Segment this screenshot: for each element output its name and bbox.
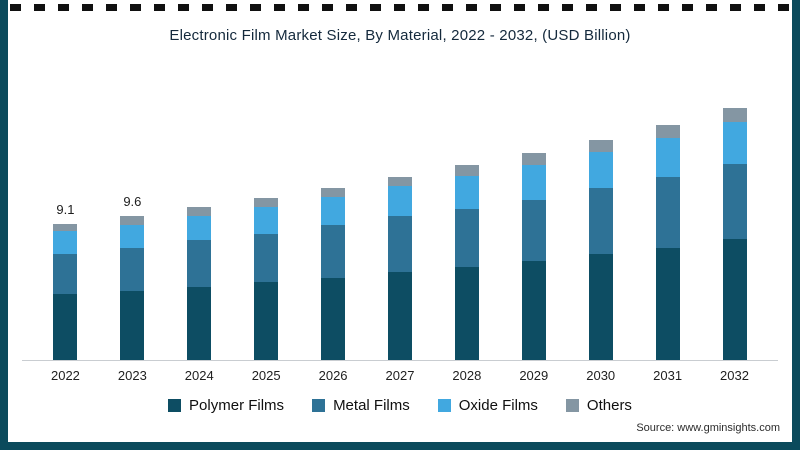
bar-segment-polymer-films [254,282,279,360]
legend-item-oxide-films: Oxide Films [437,397,538,414]
bar-segment-metal-films [454,208,479,267]
x-axis-label: 2025 [251,368,281,383]
bar-segment-metal-films [588,187,613,254]
x-axis-label: 2028 [452,368,482,383]
bar-segment-metal-films [321,225,346,278]
chart-title: Electronic Film Market Size, By Material… [169,27,631,44]
bar-segment-polymer-films [187,286,212,360]
bar-segment-oxide-films [655,138,680,177]
bar-column: 9.6 [99,194,166,360]
dashed-border-top [10,4,790,11]
legend-item-polymer-films: Polymer Films [168,397,284,414]
x-axis-label: 2029 [519,368,549,383]
bar-stack [53,223,78,360]
bar-column [567,118,634,360]
bar-column [433,143,500,360]
bar-segment-polymer-films [321,277,346,360]
legend-label: Others [586,397,632,414]
legend-label: Polymer Films [189,397,285,414]
bar-segment-oxide-films [120,225,145,248]
bar-stack [254,198,279,360]
bar-stack [521,153,546,360]
bar-segment-polymer-films [454,267,479,360]
bar-segment-others [655,124,680,138]
plot-area: 9.1 9.6 [22,52,778,361]
legend: Polymer Films Metal Films Oxide Films Ot… [8,385,792,418]
legend-swatch-polymer-films [168,399,182,412]
bar-segment-oxide-films [321,196,346,225]
bar-segment-others [722,108,747,122]
x-axis-label: 2032 [720,368,749,383]
bar-column [166,185,233,360]
legend-swatch-oxide-films [437,399,451,412]
bar-segment-oxide-films [722,121,747,164]
bar-stack [588,139,613,360]
x-axis-label: 2031 [653,368,683,383]
bar-column [701,86,768,360]
bar-column [300,166,367,360]
bar-segment-others [187,207,212,216]
bar-value-label: 9.1 [56,201,75,217]
bar-segment-metal-films [387,216,412,272]
legend-label: Oxide Films [458,397,538,414]
x-axis-label: 2024 [184,368,214,383]
bar-segment-metal-films [187,240,212,287]
bar-segment-polymer-films [521,261,546,360]
bar-stack [321,187,346,360]
legend-swatch-metal-films [312,399,326,412]
x-axis-label: 2026 [318,368,348,383]
bar-column [233,176,300,360]
x-axis-labels: 2022 2023 2024 2025 2026 2027 2028 2029 2030 2031… [22,361,778,385]
legend-label: Metal Films [333,397,410,414]
bar-segment-metal-films [655,177,680,248]
bar-segment-metal-films [53,253,78,294]
bar-segment-metal-films [254,234,279,282]
bar-segment-oxide-films [588,151,613,188]
bar-stack [387,177,412,360]
bar-segment-others [254,198,279,207]
bar-segment-polymer-films [53,294,78,360]
bar-segment-oxide-films [454,175,479,209]
x-axis-label: 2030 [586,368,616,383]
legend-swatch-others [565,399,579,412]
bar-stack [187,207,212,360]
bar-stack [722,108,747,360]
bar-segment-oxide-films [187,216,212,240]
bar-segment-others [454,165,479,176]
bar-segment-oxide-films [254,207,279,234]
legend-item-metal-films: Metal Films [312,397,410,414]
bar-segment-polymer-films [120,291,145,360]
bar-segment-polymer-films [655,247,680,360]
bar-column [367,155,434,360]
bar-column: 9.1 [32,201,99,360]
bar-segment-others [53,223,78,231]
source-attribution: Source: www.gminsights.com [636,422,780,434]
bar-column [634,103,701,360]
bar-segment-metal-films [120,247,145,291]
bar-segment-others [321,187,346,197]
bar-stack [655,124,680,360]
bar-stack [120,216,145,360]
bar-segment-metal-films [521,199,546,261]
bar-segment-others [120,216,145,225]
bar-segment-polymer-films [722,238,747,360]
x-axis-label: 2022 [50,368,80,383]
bar-segment-others [521,153,546,165]
x-axis-label: 2023 [117,368,147,383]
bar-segment-oxide-films [521,165,546,200]
bar-segment-polymer-films [588,253,613,360]
x-axis-label: 2027 [385,368,415,383]
bar-segment-others [588,139,613,152]
bar-segment-oxide-films [53,231,78,254]
bar-segment-others [387,177,412,186]
bar-stack [454,165,479,360]
bar-value-label: 9.6 [123,194,142,209]
bar-segment-metal-films [722,163,747,239]
legend-item-others: Others [565,397,632,414]
bar-segment-oxide-films [387,186,412,216]
bar-column [500,131,567,360]
bar-segment-polymer-films [387,271,412,360]
